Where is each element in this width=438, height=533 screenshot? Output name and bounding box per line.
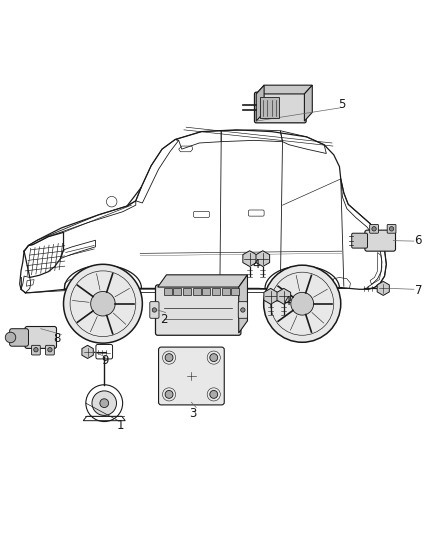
Polygon shape: [256, 85, 312, 94]
Circle shape: [100, 399, 109, 408]
Polygon shape: [158, 275, 247, 287]
Text: 7: 7: [414, 284, 422, 297]
Polygon shape: [304, 85, 312, 121]
Polygon shape: [82, 345, 93, 359]
FancyBboxPatch shape: [370, 224, 378, 233]
Circle shape: [48, 348, 52, 352]
Circle shape: [152, 308, 156, 312]
FancyBboxPatch shape: [231, 288, 239, 295]
Circle shape: [372, 227, 376, 231]
Polygon shape: [277, 288, 291, 304]
Circle shape: [92, 391, 117, 415]
FancyBboxPatch shape: [150, 302, 159, 318]
FancyBboxPatch shape: [222, 288, 230, 295]
Circle shape: [91, 292, 115, 316]
FancyBboxPatch shape: [212, 288, 220, 295]
FancyBboxPatch shape: [173, 288, 181, 295]
Polygon shape: [243, 251, 257, 266]
Text: 1: 1: [117, 418, 124, 432]
Polygon shape: [264, 288, 278, 304]
FancyBboxPatch shape: [387, 224, 396, 233]
Text: 4: 4: [252, 258, 260, 271]
Circle shape: [165, 354, 173, 361]
Text: 9: 9: [101, 354, 109, 367]
FancyBboxPatch shape: [155, 285, 241, 335]
FancyBboxPatch shape: [32, 345, 40, 355]
FancyBboxPatch shape: [365, 230, 396, 251]
Text: 6: 6: [414, 233, 422, 247]
Circle shape: [64, 264, 142, 343]
FancyBboxPatch shape: [10, 329, 28, 346]
FancyBboxPatch shape: [164, 288, 172, 295]
FancyBboxPatch shape: [202, 288, 210, 295]
Circle shape: [210, 354, 218, 361]
Circle shape: [389, 227, 394, 231]
Circle shape: [34, 348, 38, 352]
Text: 4: 4: [283, 295, 291, 308]
FancyBboxPatch shape: [183, 288, 191, 295]
Text: 5: 5: [338, 98, 345, 111]
FancyBboxPatch shape: [159, 347, 224, 405]
Polygon shape: [377, 281, 389, 295]
Text: 3: 3: [189, 407, 196, 419]
Polygon shape: [256, 251, 270, 266]
Circle shape: [210, 391, 218, 398]
Text: 2: 2: [160, 313, 168, 326]
Circle shape: [240, 308, 245, 312]
Text: 8: 8: [53, 332, 60, 345]
FancyBboxPatch shape: [260, 98, 279, 118]
FancyBboxPatch shape: [238, 302, 247, 318]
FancyBboxPatch shape: [193, 288, 201, 295]
Circle shape: [5, 332, 16, 343]
Circle shape: [291, 292, 314, 315]
Circle shape: [165, 391, 173, 398]
Circle shape: [264, 265, 341, 342]
FancyBboxPatch shape: [254, 92, 306, 123]
FancyBboxPatch shape: [25, 327, 57, 349]
FancyBboxPatch shape: [46, 345, 54, 355]
Polygon shape: [239, 275, 247, 333]
Polygon shape: [256, 85, 264, 121]
FancyBboxPatch shape: [352, 233, 367, 248]
